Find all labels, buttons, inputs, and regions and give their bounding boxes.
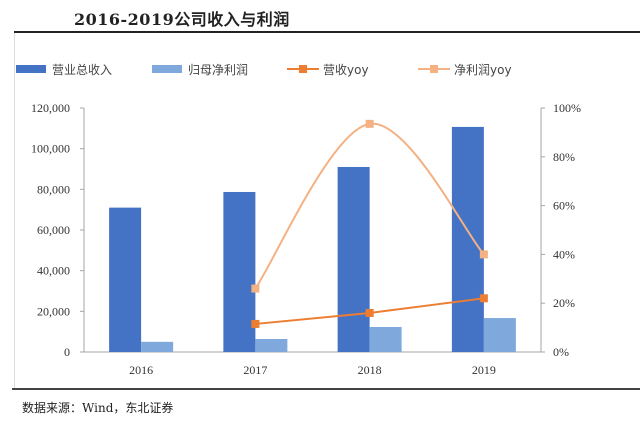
legend-label: 净利润yoy bbox=[454, 63, 512, 77]
legend-net-profit: 归母净利润 bbox=[152, 63, 248, 77]
right-tick-label: 100% bbox=[553, 101, 581, 115]
lines bbox=[251, 119, 488, 328]
right-tick-label: 0% bbox=[553, 345, 569, 359]
chart-title: 2016-2019公司收入与利润 bbox=[74, 10, 290, 29]
right-tick-label: 80% bbox=[553, 150, 575, 164]
x-tick-label: 2018 bbox=[358, 363, 382, 377]
legend-swatch bbox=[16, 65, 46, 73]
left-tick-label: 20,000 bbox=[37, 304, 70, 318]
right-tick-label: 20% bbox=[553, 296, 575, 310]
revenue-bar bbox=[109, 207, 142, 352]
x-tick-labels: 2016 2017 2018 2019 bbox=[129, 363, 496, 377]
profit-yoy-point bbox=[365, 119, 374, 128]
revenue-yoy-point bbox=[251, 319, 260, 328]
legend-profit-yoy: 净利润yoy bbox=[418, 63, 512, 77]
left-tick-label: 60,000 bbox=[37, 223, 70, 237]
net-profit-bar bbox=[141, 341, 174, 352]
x-tick-label: 2019 bbox=[472, 363, 496, 377]
net-profit-bar bbox=[255, 338, 288, 352]
revenue-yoy-point bbox=[365, 308, 374, 317]
right-tick-label: 40% bbox=[553, 247, 575, 261]
revenue-bar bbox=[451, 126, 484, 352]
legend-label: 营业总收入 bbox=[52, 63, 112, 77]
axes: 0 20,000 40,000 60,000 80,000 100,000 120,000 0… bbox=[31, 101, 581, 359]
legend-label: 营收yoy bbox=[323, 63, 369, 77]
top-rule bbox=[14, 31, 640, 33]
net-profit-bar bbox=[369, 326, 402, 352]
legend-label: 归母净利润 bbox=[188, 63, 248, 77]
legend-marker bbox=[430, 65, 438, 73]
left-tick-label: 0 bbox=[64, 345, 70, 359]
bottom-rule bbox=[12, 388, 640, 390]
legend-revenue: 营业总收入 bbox=[16, 63, 112, 77]
left-tick-label: 80,000 bbox=[37, 182, 70, 196]
x-tick-label: 2017 bbox=[243, 363, 267, 377]
profit-yoy-point bbox=[479, 250, 488, 259]
legend-revenue-yoy: 营收yoy bbox=[287, 63, 369, 77]
legend-marker bbox=[299, 65, 307, 73]
left-tick-label: 120,000 bbox=[31, 101, 70, 115]
net-profit-bar bbox=[483, 318, 516, 352]
right-tick-label: 60% bbox=[553, 199, 575, 213]
source-note: 数据来源：Wind，东北证券 bbox=[22, 401, 174, 415]
legend: 营业总收入 归母净利润 营收yoy 净利润yoy bbox=[16, 63, 512, 77]
frame-left-line bbox=[14, 33, 15, 388]
profit-yoy-point bbox=[251, 284, 260, 293]
left-tick-label: 40,000 bbox=[37, 264, 70, 278]
revenue-bar bbox=[337, 166, 370, 352]
x-tick-label: 2016 bbox=[129, 363, 153, 377]
legend-swatch bbox=[152, 65, 182, 73]
left-tick-label: 100,000 bbox=[31, 142, 70, 156]
bars bbox=[109, 126, 516, 352]
revenue-yoy-point bbox=[479, 294, 488, 303]
revenue-bar bbox=[223, 191, 256, 352]
